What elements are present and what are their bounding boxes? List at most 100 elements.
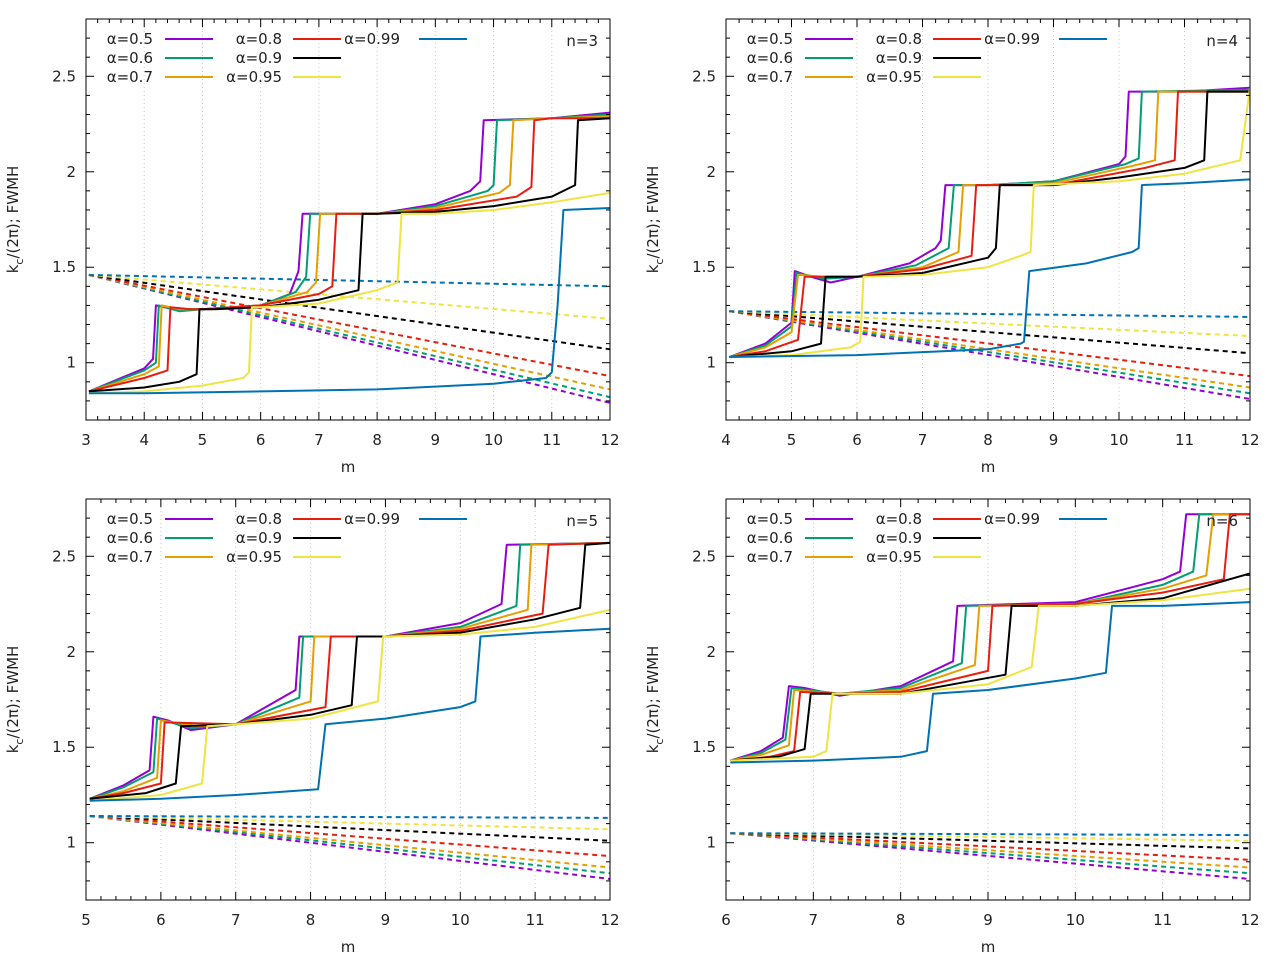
y-axis-label-rest: /(2π); FWMH	[644, 166, 662, 259]
solid-series-0-99	[89, 627, 610, 802]
legend-item: α=0.7	[747, 68, 853, 86]
x-tick-label: 11	[526, 911, 545, 929]
legend-label: α=0.7	[747, 548, 793, 566]
y-tick-label: 2	[66, 163, 76, 181]
y-axis-label-sub: c	[13, 739, 26, 745]
legend-label: α=0.95	[226, 548, 282, 566]
legend-label: α=0.7	[107, 68, 153, 86]
legend: α=0.5α=0.6α=0.7 α=0.8α=0.9α=0.95 α=0.99	[107, 30, 467, 86]
panel-label: n=3	[566, 32, 598, 50]
dashed-series-0-8	[730, 832, 1250, 861]
solid-series-0-5	[89, 541, 610, 800]
chart-panel-1: 3 4 5 6 7 8 9 10 11 12 1 1.5 2 2.5 m kc/(2π); FWMH n=3 α=…	[4, 18, 620, 476]
solid-series-0-9	[89, 541, 610, 800]
y-tick-label: 2.5	[692, 67, 716, 85]
dashed-series-0-99	[88, 273, 610, 288]
legend-label: α=0.99	[984, 30, 1040, 48]
solid-series-0-99	[88, 207, 610, 395]
x-tick-label: 10	[484, 431, 503, 449]
solid-series-0-9	[88, 117, 610, 393]
x-tick-label: 5	[198, 431, 208, 449]
y-tick-label: 1	[66, 834, 76, 852]
legend-item: α=0.95	[226, 68, 341, 86]
x-tick-label: 12	[1240, 431, 1259, 449]
legend-item: α=0.8	[236, 30, 341, 48]
legend-label: α=0.6	[747, 529, 793, 547]
y-tick-label: 2.5	[52, 547, 76, 565]
y-tick-label: 2	[706, 643, 716, 661]
legend-item: α=0.8	[876, 510, 981, 528]
solid-series-0-8	[729, 90, 1250, 358]
dashed-series-0-8	[88, 273, 610, 378]
x-tick-label: 7	[231, 911, 241, 929]
dashed-series-0-99	[729, 310, 1250, 318]
chart-panel-2: 4 5 6 7 8 9 10 11 12 1 1.5 2 2.5 m kc/(2π); FWMH n=4 α=0…	[644, 18, 1260, 476]
chart-panel-3: 5 6 7 8 9 10 11 12 1 1.5 2 2.5 m kc/(2π); FWMH n=5 α=0.…	[4, 498, 620, 956]
legend-item: α=0.7	[107, 68, 213, 86]
dashed-series-0-7	[88, 273, 610, 391]
legend-item: α=0.99	[984, 30, 1107, 48]
legend-label: α=0.6	[107, 49, 153, 67]
legend-label: α=0.5	[107, 510, 153, 528]
solid-series-0-99	[730, 601, 1250, 764]
solid-series-0-95	[729, 87, 1250, 358]
legend-label: α=0.8	[236, 30, 282, 48]
solid-series-0-5	[88, 111, 610, 393]
dashed-series-0-6	[89, 815, 610, 875]
solid-series-0-8	[88, 117, 610, 393]
y-axis-label-sub: c	[13, 259, 26, 265]
legend-item: α=0.8	[876, 30, 981, 48]
dashed-series-0-9	[730, 832, 1250, 850]
legend-item: α=0.5	[107, 510, 213, 528]
x-tick-label: 10	[1109, 431, 1128, 449]
y-tick-label: 2	[706, 163, 716, 181]
legend-item: α=0.6	[107, 529, 213, 547]
dashed-series-0-95	[729, 310, 1250, 337]
x-tick-label: 8	[896, 911, 906, 929]
legend-item: α=0.6	[747, 529, 853, 547]
x-axis-label: m	[341, 458, 356, 476]
legend-item: α=0.95	[866, 548, 981, 566]
legend-item: α=0.6	[107, 49, 213, 67]
legend-item: α=0.95	[226, 548, 341, 566]
x-axis-label: m	[981, 458, 996, 476]
legend-label: α=0.95	[866, 68, 922, 86]
dashed-series-0-9	[88, 273, 610, 351]
solid-series-0-8	[730, 513, 1250, 762]
solid-series-0-5	[730, 513, 1250, 762]
dashed-series-0-6	[729, 310, 1250, 395]
dashed-series-0-5	[730, 832, 1250, 880]
panel-label: n=4	[1206, 32, 1238, 50]
legend: α=0.5α=0.6α=0.7 α=0.8α=0.9α=0.95 α=0.99	[747, 30, 1107, 86]
x-tick-label: 4	[721, 431, 731, 449]
legend-label: α=0.99	[344, 510, 400, 528]
solid-series-0-95	[89, 608, 610, 802]
y-tick-label: 1	[706, 834, 716, 852]
plot-frame	[85, 498, 611, 901]
solid-series-0-7	[88, 115, 610, 393]
x-tick-label: 8	[372, 431, 382, 449]
solid-series-0-7	[730, 513, 1250, 762]
legend-item: α=0.99	[344, 510, 467, 528]
x-tick-label: 8	[306, 911, 316, 929]
solid-series-0-8	[89, 541, 610, 800]
y-tick-label: 2	[66, 643, 76, 661]
x-tick-label: 5	[81, 911, 91, 929]
x-tick-label: 6	[156, 911, 166, 929]
dashed-series-0-5	[729, 310, 1250, 400]
chart-panel-4: 6 7 8 9 10 11 12 1 1.5 2 2.5 m kc/(2π); FWMH n=6 α=0.5…	[644, 498, 1260, 956]
solid-series-0-9	[730, 572, 1250, 762]
legend-item: α=0.6	[747, 49, 853, 67]
y-axis-label: kc/(2π); FWMH	[644, 646, 666, 754]
panel-label: n=5	[566, 512, 598, 530]
legend-item: α=0.7	[107, 548, 213, 566]
legend-label: α=0.5	[747, 510, 793, 528]
x-tick-label: 9	[983, 911, 993, 929]
dashed-series-0-9	[729, 310, 1250, 355]
x-tick-label: 12	[600, 911, 619, 929]
series-group	[89, 541, 610, 880]
x-tick-label: 11	[1153, 911, 1172, 929]
y-axis-label-sub: c	[653, 259, 666, 265]
x-tick-label: 6	[721, 911, 731, 929]
